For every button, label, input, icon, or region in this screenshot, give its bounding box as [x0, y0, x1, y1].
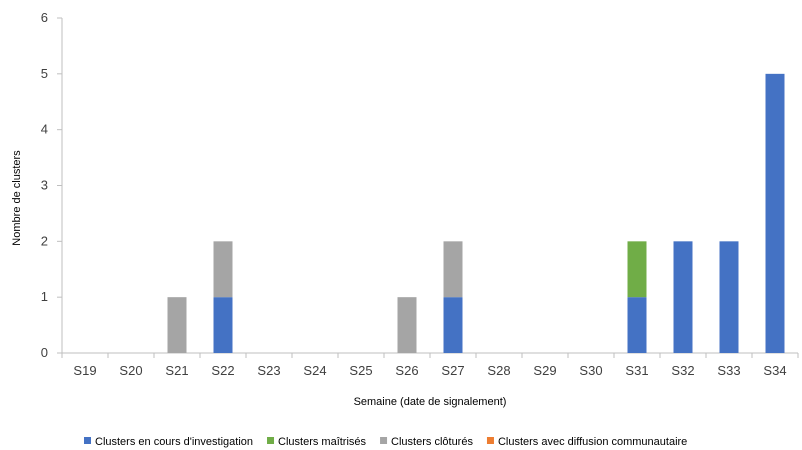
y-tick-label: 4 [41, 122, 48, 137]
y-tick-label: 3 [41, 178, 48, 193]
bar-segment [167, 297, 187, 353]
y-tick-label: 1 [41, 289, 48, 304]
x-tick-label: S32 [671, 363, 694, 378]
x-tick-label: S25 [349, 363, 372, 378]
bar-segment [765, 73, 785, 353]
x-tick-label: S24 [303, 363, 326, 378]
y-tick-label: 0 [41, 345, 48, 360]
bar-segment [443, 297, 463, 353]
y-axis-title: Nombre de clusters [11, 150, 23, 246]
legend-swatch [84, 437, 91, 444]
legend-label: Clusters en cours d'investigation [95, 436, 253, 448]
bar-segment [213, 241, 233, 298]
tick-labels: 0 1 2 3 4 5 6 S19 S20 S21 S22 S23 S24 S25 S26 S27 S28 S29… [41, 10, 787, 378]
legend-label: Clusters clôturés [391, 436, 473, 448]
bar-segment [627, 241, 647, 298]
x-tick-label: S21 [165, 363, 188, 378]
legend-swatch [380, 437, 388, 444]
legend-label: Clusters avec diffusion communautaire [498, 436, 687, 448]
x-tick-label: S34 [763, 363, 786, 378]
x-tick-label: S19 [73, 363, 96, 378]
x-tick-label: S22 [211, 363, 234, 378]
x-tick-label: S31 [625, 363, 648, 378]
bar-segment [719, 241, 739, 353]
bar-segment [443, 241, 463, 298]
x-tick-label: S23 [257, 363, 280, 378]
bar-segment [673, 241, 693, 353]
x-tick-label: S29 [533, 363, 556, 378]
x-tick-label: S30 [579, 363, 602, 378]
bar-segment [213, 297, 233, 353]
legend-swatch [267, 437, 275, 444]
x-axis-title: Semaine (date de signalement) [354, 396, 507, 408]
y-tick-label: 2 [41, 233, 48, 248]
legend: Clusters en cours d'investigation Cluster… [84, 436, 687, 448]
bar-segment [627, 297, 647, 353]
x-tick-label: S28 [487, 363, 510, 378]
x-tick-label: S33 [717, 363, 740, 378]
x-tick-label: S20 [119, 363, 142, 378]
x-tick-label: S26 [395, 363, 418, 378]
bars [167, 73, 785, 353]
bar-segment [397, 297, 417, 353]
x-tick-label: S27 [441, 363, 464, 378]
y-tick-label: 6 [41, 10, 48, 25]
legend-label: Clusters maîtrisés [278, 436, 367, 448]
y-tick-label: 5 [41, 66, 48, 81]
legend-swatch [486, 437, 494, 444]
